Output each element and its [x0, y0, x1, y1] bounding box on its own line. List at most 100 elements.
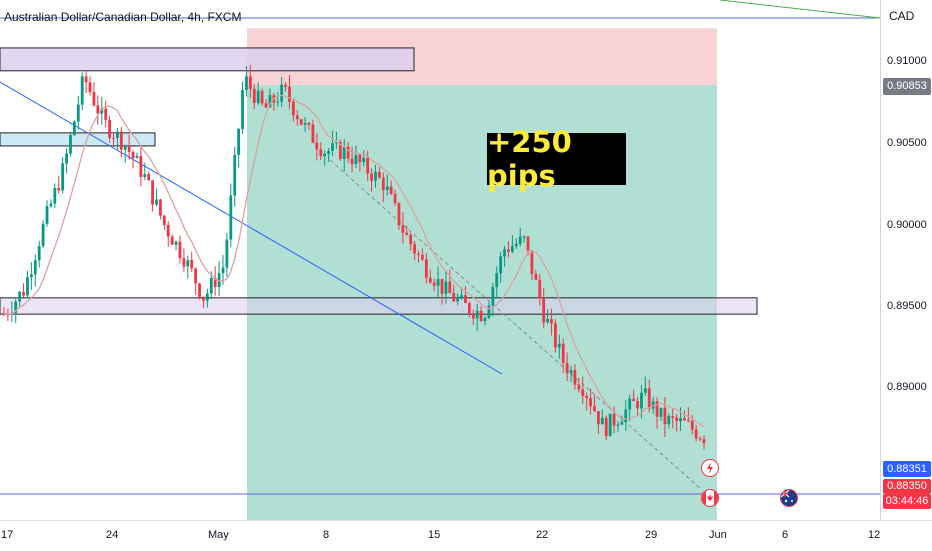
- canada-flag-icon[interactable]: [701, 489, 719, 507]
- candle: [198, 282, 201, 300]
- candle: [100, 96, 104, 125]
- dashed-projection-line: [329, 159, 703, 491]
- candle: [581, 376, 585, 405]
- candle: [608, 413, 612, 437]
- moving-average-line: [4, 94, 705, 428]
- candle: [405, 225, 409, 236]
- candle: [647, 379, 651, 413]
- candle: [202, 296, 205, 309]
- candle: [29, 262, 33, 290]
- candle: [119, 126, 123, 158]
- candle: [131, 150, 135, 169]
- candle: [205, 288, 209, 308]
- candle: [503, 246, 506, 267]
- candle: [331, 130, 334, 156]
- candle: [76, 95, 80, 130]
- candle: [350, 146, 354, 173]
- candle: [659, 407, 663, 421]
- candle: [565, 352, 569, 381]
- candle: [381, 172, 385, 203]
- candle: [616, 421, 620, 432]
- candle: [694, 424, 698, 442]
- candle: [213, 266, 217, 296]
- candle: [303, 117, 307, 132]
- candle: [264, 99, 268, 108]
- candle: [26, 270, 29, 298]
- candle: [553, 319, 557, 353]
- last-price-tag: 0.88350: [883, 479, 931, 494]
- australia-flag-icon[interactable]: [780, 489, 798, 507]
- candle: [385, 174, 389, 196]
- currency-label: CAD: [889, 9, 915, 23]
- candle: [49, 199, 53, 209]
- chart-area[interactable]: Australian Dollar/Canadian Dollar, 4h, F…: [0, 0, 880, 520]
- candle: [315, 133, 319, 161]
- time-tick: 29: [645, 529, 658, 541]
- time-tick: May: [208, 529, 229, 541]
- candle: [57, 175, 61, 194]
- candle: [311, 119, 315, 144]
- candle: [182, 248, 186, 273]
- price-axis[interactable]: CAD 0.91000 0.90500 0.90000 0.89500 0.89…: [880, 0, 932, 520]
- candle: [655, 397, 659, 429]
- candle: [92, 82, 96, 107]
- time-tick: 17: [1, 529, 14, 541]
- candle: [237, 127, 241, 168]
- chart-canvas[interactable]: [0, 0, 880, 520]
- candle: [241, 81, 244, 134]
- symbol-title: Australian Dollar/Canadian Dollar, 4h, F…: [4, 10, 242, 24]
- lightning-icon[interactable]: [701, 459, 719, 477]
- candle: [22, 283, 25, 298]
- candle: [288, 75, 291, 110]
- candle: [510, 234, 514, 254]
- candle: [41, 220, 45, 249]
- candle: [307, 121, 311, 130]
- candle: [233, 146, 237, 207]
- candle: [624, 400, 628, 431]
- candle: [421, 248, 424, 261]
- candle: [514, 238, 518, 250]
- candle: [276, 92, 280, 107]
- candle: [354, 145, 358, 168]
- candle: [620, 415, 624, 425]
- candle: [491, 282, 495, 317]
- candle: [542, 288, 546, 329]
- candle: [452, 284, 456, 303]
- candle: [397, 202, 401, 230]
- time-tick: 6: [782, 529, 789, 541]
- candle: [147, 171, 151, 181]
- candle: [589, 388, 592, 415]
- candle: [335, 131, 338, 149]
- candle: [600, 409, 604, 425]
- candle: [667, 413, 671, 429]
- candle: [475, 303, 479, 331]
- demand-zone: [0, 297, 758, 315]
- candle: [61, 157, 65, 194]
- candle: [116, 128, 119, 151]
- candle: [342, 138, 346, 172]
- candle: [518, 227, 522, 247]
- candle: [194, 267, 198, 295]
- time-axis[interactable]: 17 24 May 8 15 22 29 Jun 6 12: [0, 520, 932, 551]
- candle: [252, 84, 256, 110]
- candle: [593, 395, 596, 413]
- candle: [479, 306, 483, 323]
- candle: [428, 269, 432, 284]
- candle: [487, 301, 491, 320]
- candle: [675, 413, 679, 432]
- candle: [362, 149, 366, 167]
- pips-annotation: +250 pips: [487, 125, 626, 193]
- candle: [112, 132, 115, 147]
- candle: [143, 162, 147, 180]
- candle: [127, 134, 131, 160]
- candle: [80, 72, 84, 111]
- candle: [401, 212, 405, 244]
- candle: [538, 273, 542, 306]
- candle: [174, 240, 178, 251]
- candle: [166, 221, 170, 247]
- candle: [636, 396, 639, 415]
- candle: [569, 365, 573, 382]
- candle: [686, 407, 690, 423]
- candle: [69, 133, 72, 157]
- time-tick: 22: [536, 529, 549, 541]
